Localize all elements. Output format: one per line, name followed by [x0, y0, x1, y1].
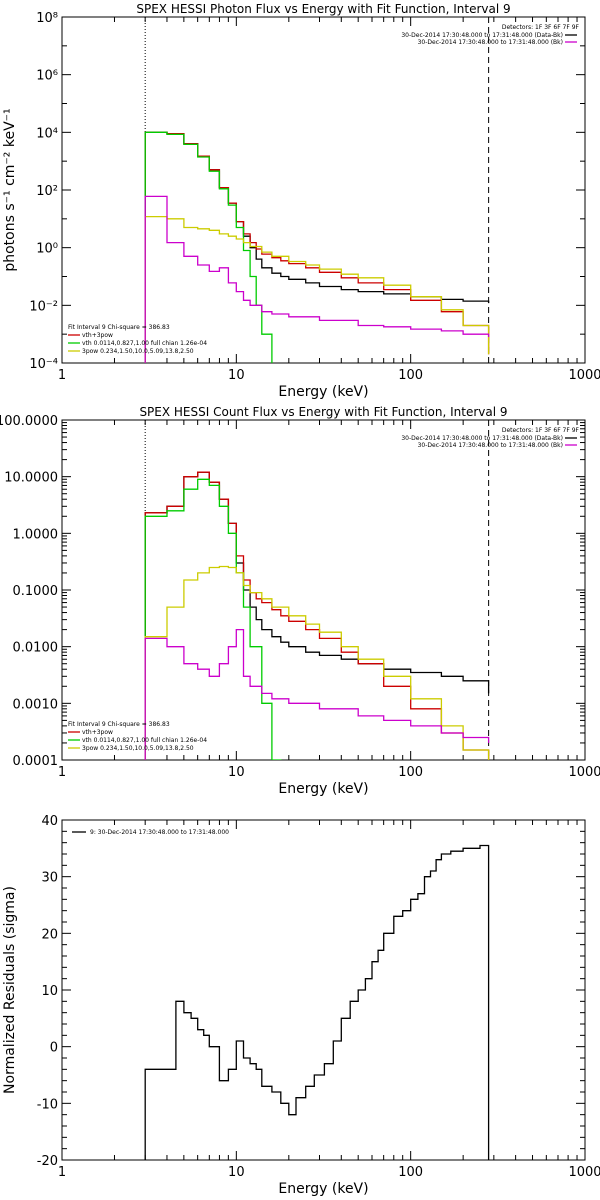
detector-label: Detectors: 1F 3F 6F 7F 9F [502, 427, 580, 434]
fit-info: Fit Interval 9 Chi-square = 386.83 [68, 721, 170, 728]
plot-frame [61, 16, 586, 364]
x-axis-label: Energy (keV) [278, 384, 368, 400]
series-line-0 [144, 844, 490, 1160]
y-tick-label: 10² [36, 184, 58, 199]
legend-entry: 9: 30-Dec-2014 17:30:48.000 to 17:31:48.… [90, 829, 229, 836]
count-flux-panel: SPEX HESSI Count Flux vs Energy with Fit… [0, 405, 600, 797]
y-tick-label: 10.0000 [4, 471, 58, 486]
x-tick-label: 1 [58, 368, 66, 383]
series-group [144, 131, 490, 363]
series-group [144, 844, 490, 1160]
y-tick-label: 10 [41, 984, 58, 999]
x-tick-label: 1000 [568, 765, 600, 780]
y-tick-label: 10⁻² [29, 299, 58, 314]
fit-legend-entry: vth 0.0114,0.827,1.00 full chian 1.26e-0… [82, 340, 207, 347]
x-tick-label: 100 [398, 1165, 423, 1180]
fit-legend-entry: vth+3pow [82, 729, 113, 736]
legend-entry: 30-Dec-2014 17:30:48.000 to 17:31:48.000… [418, 442, 563, 449]
fit-info: Fit Interval 9 Chi-square = 386.83 [68, 324, 170, 331]
detector-label: Detectors: 1F 3F 6F 7F 9F [502, 24, 580, 31]
x-axis-label: Energy (keV) [278, 1181, 368, 1197]
x-axis-label: Energy (keV) [278, 781, 368, 797]
y-tick-label: -20 [37, 1154, 58, 1169]
series-line-3 [144, 215, 490, 363]
legend-entry: 30-Dec-2014 17:30:48.000 to 17:31:48.000… [401, 435, 563, 442]
y-tick-label: 1.0000 [13, 527, 59, 542]
series-line-2 [144, 131, 273, 363]
y-tick-label: 40 [41, 814, 58, 829]
x-tick-label: 10 [228, 1165, 245, 1180]
y-tick-label: 0.0001 [13, 754, 59, 769]
x-tick-label: 1000 [568, 368, 600, 383]
series-line-3 [144, 565, 490, 760]
y-tick-label: 20 [41, 927, 58, 942]
chart-title: SPEX HESSI Count Flux vs Energy with Fit… [139, 405, 507, 419]
y-tick-label: 30 [41, 871, 58, 886]
x-tick-label: 1 [58, 1165, 66, 1180]
series-line-0 [144, 471, 490, 760]
y-tick-label: 0.0010 [13, 697, 59, 712]
y-tick-label: 0.0100 [13, 641, 59, 656]
y-axis-label: Normalized Residuals (sigma) [2, 886, 18, 1094]
y-tick-label: 10⁸ [36, 11, 58, 26]
y-tick-label: 10⁴ [36, 126, 58, 141]
y-tick-label: 0 [50, 1041, 58, 1056]
series-line-1 [144, 471, 490, 760]
x-tick-label: 1000 [568, 1165, 600, 1180]
fit-legend-entry: vth+3pow [82, 332, 113, 339]
chart-title: SPEX HESSI Photon Flux vs Energy with Fi… [136, 2, 510, 16]
fit-legend-entry: vth 0.0114,0.827,1.00 full chian 1.26e-0… [82, 737, 207, 744]
y-tick-label: 0.1000 [13, 584, 59, 599]
fit-legend-entry: 3pow 0.234,1.50,10.0,5.09,13.8,2.50 [82, 745, 194, 752]
series-line-4 [144, 195, 490, 363]
photon-flux-panel: SPEX HESSI Photon Flux vs Energy with Fi… [2, 2, 600, 400]
y-tick-label: 10⁻⁴ [29, 357, 58, 372]
y-tick-label: 100.0000 [0, 414, 58, 429]
series-line-4 [144, 628, 490, 760]
y-tick-label: 10⁶ [36, 69, 58, 84]
series-line-0 [144, 131, 490, 363]
plot-frame [61, 819, 586, 1161]
x-tick-label: 10 [228, 368, 245, 383]
y-tick-label: 10⁰ [36, 242, 58, 257]
x-tick-label: 100 [398, 765, 423, 780]
x-tick-label: 10 [228, 765, 245, 780]
y-axis-label: photons s⁻¹ cm⁻² keV⁻¹ [2, 108, 18, 271]
series-line-1 [144, 131, 490, 363]
residuals-panel: 1 10 100 1000 Energy (keV) -20 -10 0 10 20 30 40 Nor… [2, 814, 600, 1197]
legend-entry: 30-Dec-2014 17:30:48.000 to 17:31:48.000… [401, 32, 563, 39]
y-tick-label: -10 [37, 1097, 58, 1112]
x-tick-label: 1 [58, 765, 66, 780]
x-tick-label: 100 [398, 368, 423, 383]
series-group [144, 471, 490, 760]
legend-entry: 30-Dec-2014 17:30:48.000 to 17:31:48.000… [418, 39, 563, 46]
fit-legend-entry: 3pow 0.234,1.50,10.0,5.09,13.8,2.50 [82, 348, 194, 355]
